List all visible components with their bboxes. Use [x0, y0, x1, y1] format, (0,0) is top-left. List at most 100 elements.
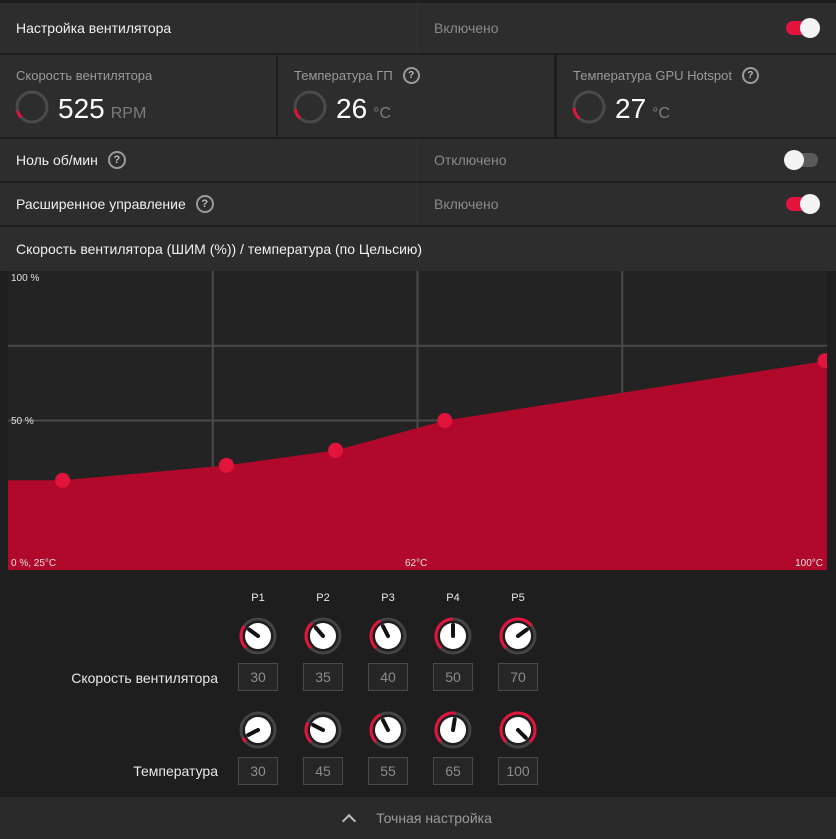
hotspot-temp-stat: Температура GPU Hotspot? 27 °C [557, 55, 836, 137]
chevron-up-icon [342, 813, 357, 829]
knob-level-arc [304, 721, 313, 744]
help-icon[interactable]: ? [402, 66, 420, 84]
zero-rpm-status: Отключено [434, 152, 507, 168]
knob-level-arc [434, 711, 456, 744]
speed-value-input-p1[interactable]: 30 [238, 663, 278, 691]
toggle-knob [800, 18, 820, 38]
x-axis-mid-label: 62°C [405, 558, 428, 569]
speed-knob-p4[interactable] [433, 616, 473, 656]
curve-point-p2[interactable] [218, 457, 234, 473]
toggle-knob [784, 150, 804, 170]
x-axis-max-label: 100°C [795, 558, 823, 569]
speed-value-input-p5[interactable]: 70 [498, 663, 538, 691]
zero-rpm-toggle[interactable] [784, 150, 818, 170]
fine-tuning-button[interactable]: Точная настройка [0, 797, 836, 839]
point-label-p2: P2 [316, 592, 330, 604]
temp-knob-p2[interactable] [303, 710, 343, 750]
speed-knob-p3[interactable] [368, 616, 408, 656]
stat-title: Температура ГП? [294, 66, 538, 84]
fan-curve-svg[interactable] [8, 271, 833, 570]
gpu-temp-value: 26 °C [336, 93, 391, 125]
zero-rpm-label: Ноль об/мин [16, 152, 98, 168]
gpu-temp-gauge-icon [293, 90, 327, 124]
fan-speed-number: 525 [58, 93, 105, 124]
advanced-label: Расширенное управление [16, 196, 186, 212]
point-label-p1: P1 [251, 592, 265, 604]
temp-knob-p4[interactable] [433, 710, 473, 750]
gpu-temp-title: Температура ГП [294, 67, 393, 83]
temp-knob-p5[interactable] [498, 710, 538, 750]
curve-title: Скорость вентилятора (ШИМ (%)) / темпера… [0, 227, 836, 271]
advanced-status-cell: Включено [418, 183, 836, 225]
help-icon[interactable]: ? [195, 195, 214, 213]
point-label-p3: P3 [381, 592, 395, 604]
knob-level-arc [369, 619, 382, 650]
fan-tuning-status-cell: Включено [418, 3, 836, 53]
knob-track [239, 711, 277, 749]
fan-curve-area [8, 360, 827, 570]
curve-point-p3[interactable] [328, 442, 344, 458]
curve-point-p4[interactable] [437, 413, 453, 428]
help-icon[interactable]: ? [741, 66, 759, 84]
knob-level-arc [499, 617, 533, 650]
curve-title-row: Скорость вентилятора (ШИМ (%)) / темпера… [0, 227, 836, 271]
curve-point-p1[interactable] [55, 472, 71, 488]
knob-indicator [516, 728, 528, 740]
knob-indicator [516, 627, 529, 638]
gpu-temp-number: 26 [336, 93, 368, 124]
gpu-temp-stat: Температура ГП? 26 °C [278, 55, 554, 137]
knob-indicator [451, 717, 457, 732]
knob-indicator [311, 723, 325, 732]
fan-curve-chart[interactable]: 100 % 50 % 0 %, 25°C 62°C 100°C [8, 271, 833, 570]
speed-knob-p1[interactable] [238, 616, 278, 656]
speed-value-input-p3[interactable]: 40 [368, 663, 408, 691]
hotspot-temp-title: Температура GPU Hotspot [573, 67, 732, 83]
knob-level-arc [369, 713, 382, 744]
hotspot-temp-gauge-icon [572, 90, 606, 124]
fan-tuning-toggle[interactable] [786, 18, 820, 38]
temp-value-input-p2[interactable]: 45 [303, 757, 343, 785]
curve-point-controls: Скорость вентилятора Температура P1 30 30 P… [0, 571, 836, 796]
advanced-status: Включено [434, 196, 499, 212]
knob-indicator [246, 728, 260, 737]
temp-value-input-p5[interactable]: 100 [498, 757, 538, 785]
knob-level-arc [434, 617, 454, 650]
y-axis-max-label: 100 % [11, 273, 40, 284]
fan-speed-gauge-icon [15, 90, 49, 124]
temp-knob-p1[interactable] [238, 710, 278, 750]
knob-indicator [247, 627, 260, 638]
speed-knob-p5[interactable] [498, 616, 538, 656]
fan-speed-title: Скорость вентилятора [16, 67, 153, 83]
fan-speed-value: 525 RPM [58, 93, 146, 125]
temp-value-input-p1[interactable]: 30 [238, 757, 278, 785]
origin-label: 0 %, 25°C [11, 558, 57, 569]
temp-knob-p3[interactable] [368, 710, 408, 750]
temp-value-input-p3[interactable]: 55 [368, 757, 408, 785]
speed-knob-p2[interactable] [303, 616, 343, 656]
temp-value-input-p4[interactable]: 65 [433, 757, 473, 785]
help-icon[interactable]: ? [107, 151, 126, 169]
stat-title: Скорость вентилятора [16, 67, 260, 83]
fan-tuning-status: Включено [434, 20, 499, 36]
fan-speed-unit: RPM [110, 105, 147, 122]
fan-tuning-label: Настройка вентилятора [0, 3, 416, 53]
gpu-temp-unit: °C [373, 105, 392, 122]
speed-value-input-p2[interactable]: 35 [303, 663, 343, 691]
fan-speed-stat: Скорость вентилятора 525 RPM [0, 55, 276, 137]
stats-row: Скорость вентилятора 525 RPM Температура … [0, 55, 836, 137]
knob-level-arc [241, 736, 248, 744]
speed-value-input-p4[interactable]: 50 [433, 663, 473, 691]
knob-indicator [381, 624, 390, 638]
point-label-p4: P4 [446, 592, 460, 604]
fan-tuning-row: Настройка вентилятора Включено [0, 3, 836, 53]
knob-indicator [381, 718, 390, 732]
knob-level-arc [304, 621, 314, 650]
knob-level-arc [499, 711, 537, 744]
hotspot-temp-value: 27 °C [615, 93, 670, 125]
zero-rpm-row: Ноль об/мин? Отключено [0, 139, 836, 181]
zero-rpm-label-cell: Ноль об/мин? [0, 139, 416, 181]
advanced-toggle[interactable] [786, 194, 820, 214]
hotspot-temp-unit: °C [652, 105, 671, 122]
knob-indicator [313, 625, 325, 638]
speed-row-label: Скорость вентилятора [71, 670, 218, 686]
